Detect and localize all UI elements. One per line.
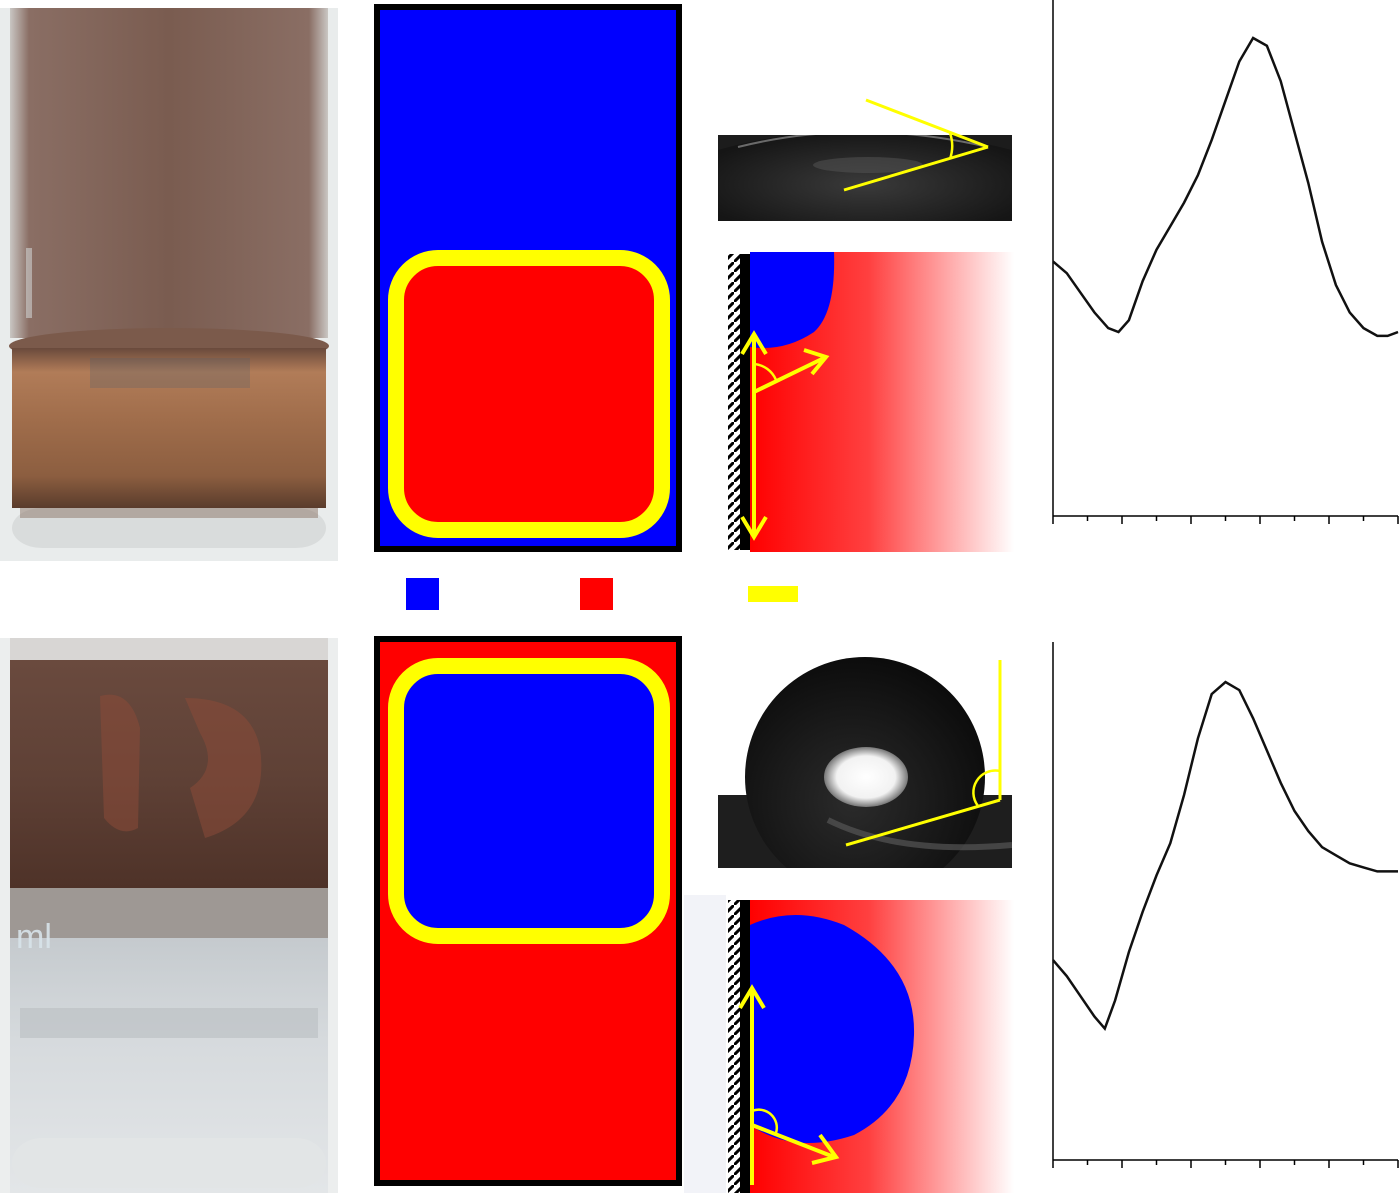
wetting-diagram-top xyxy=(724,252,1014,552)
chart-top xyxy=(1040,0,1400,525)
chart-bottom-series-line xyxy=(1052,680,1398,1032)
yellow-swatch xyxy=(748,586,798,602)
blue-swatch xyxy=(406,578,439,610)
tangent-line-top xyxy=(865,98,989,149)
droplet-photo-bottom xyxy=(718,655,1012,868)
schematic-bottom xyxy=(374,636,682,1186)
legend xyxy=(400,576,810,612)
chart-bottom-svg xyxy=(1052,642,1399,1168)
wetting-diagram-bottom xyxy=(684,895,1014,1193)
vial-photo-top xyxy=(0,8,338,561)
contact-angle-arc-top xyxy=(948,132,954,160)
baseline-line-top xyxy=(843,145,989,192)
vial-bottom-volume-text: ml xyxy=(16,918,52,956)
schematic-top xyxy=(374,4,682,552)
droplet-photo-top xyxy=(718,95,1012,221)
chart-top-series-line xyxy=(1052,36,1399,338)
chart-top-svg xyxy=(1052,0,1399,524)
vial-photo-bottom: ml xyxy=(0,638,338,1193)
red-swatch xyxy=(580,578,613,610)
chart-bottom xyxy=(1040,640,1400,1168)
